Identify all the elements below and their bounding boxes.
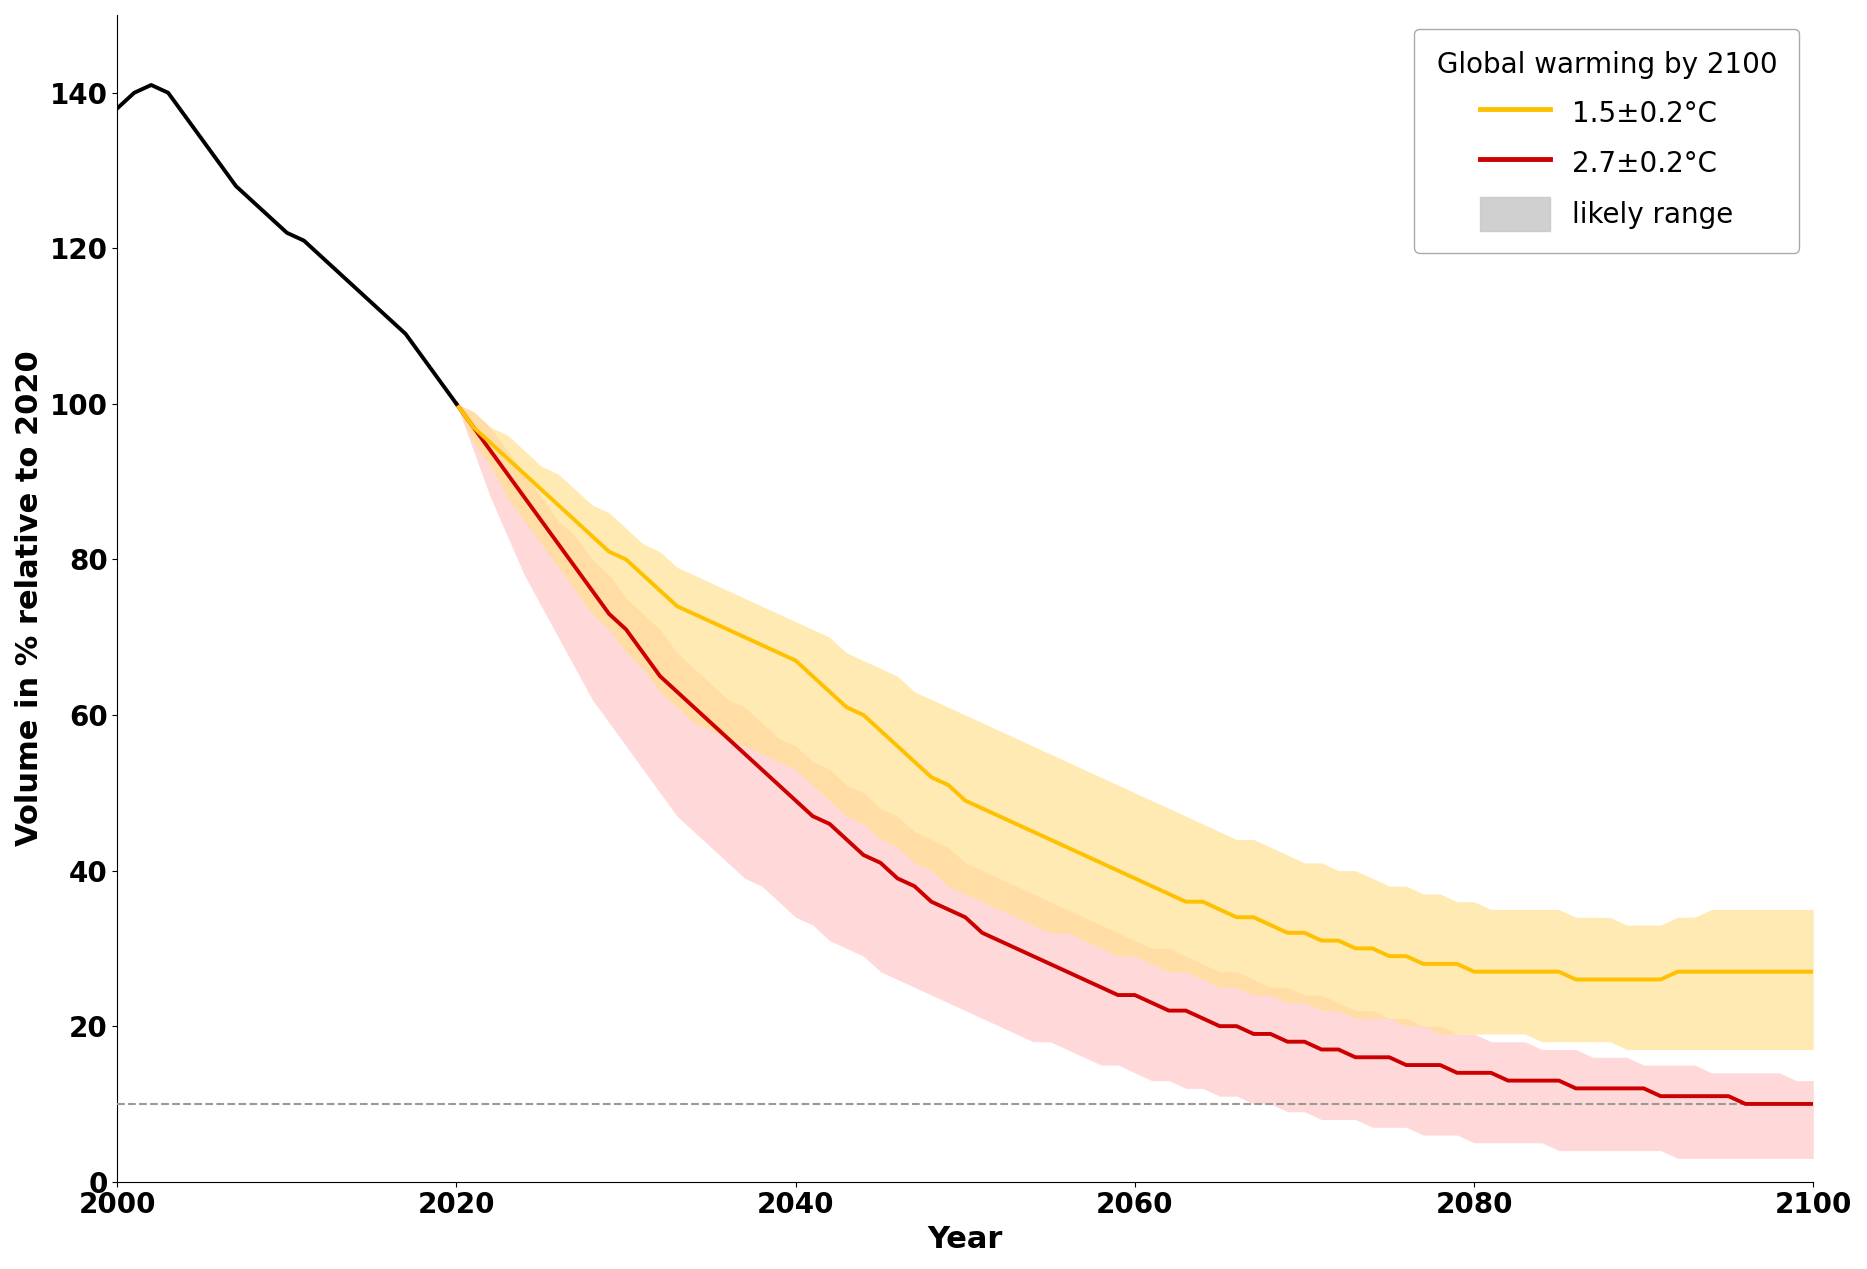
X-axis label: Year: Year (928, 1225, 1003, 1254)
Y-axis label: Volume in % relative to 2020: Volume in % relative to 2020 (15, 350, 45, 846)
Legend: 1.5±0.2°C, 2.7±0.2°C, likely range: 1.5±0.2°C, 2.7±0.2°C, likely range (1415, 29, 1800, 253)
